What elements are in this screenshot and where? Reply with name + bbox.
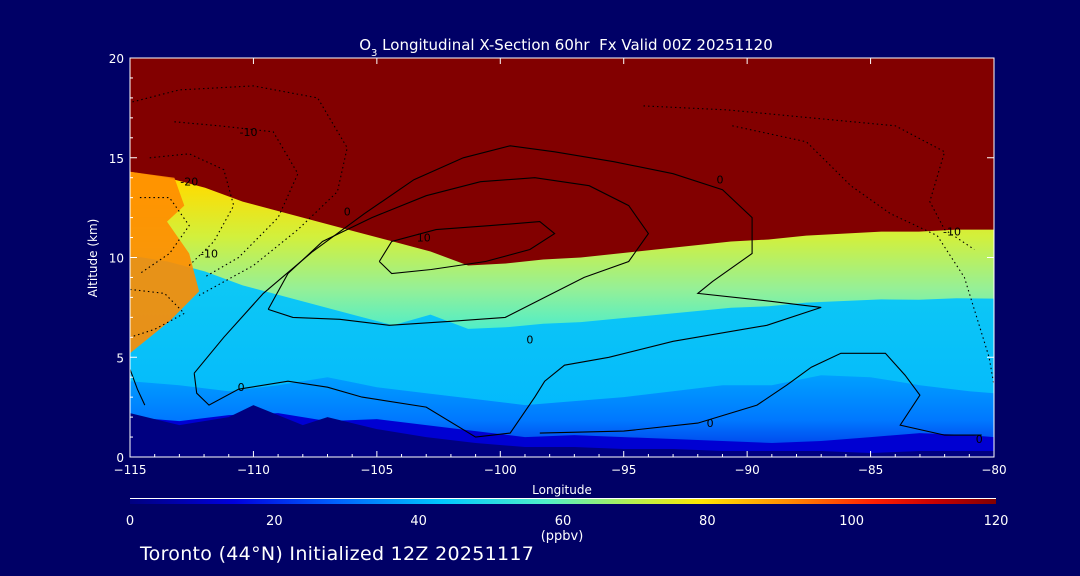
x-tick-label: −95 — [611, 463, 636, 477]
contour-line-negative — [130, 288, 186, 338]
contour-label: 0 — [238, 381, 245, 394]
contour-label: 0 — [344, 206, 351, 219]
colorbar-ticks: 0 20 40 60 80 100 120 — [126, 514, 1009, 529]
contour-label: 0 — [976, 433, 983, 446]
colorbar-tick-label: 60 — [555, 514, 572, 529]
chart-title: O3 Longitudinal X-Section 60hr Fx Valid … — [359, 36, 773, 59]
contour-line-zero — [193, 145, 822, 438]
contour-line-zero — [539, 352, 982, 436]
y-axis-label: Altitude (km) — [86, 219, 100, 298]
x-tick-label: −105 — [360, 463, 393, 477]
y-tick-label: 20 — [109, 52, 124, 66]
contour-line-zero — [267, 177, 650, 326]
colorbar-tick-label: 20 — [266, 514, 283, 529]
contour-label: 0 — [707, 417, 714, 430]
y-axis: 0 5 10 15 20 — [109, 52, 994, 465]
contour-label: 0 — [716, 174, 723, 187]
colorbar-tick-label: 120 — [984, 514, 1009, 529]
x-tick-label: −90 — [734, 463, 759, 477]
footer-caption: Toronto (44°N) Initialized 12Z 20251117 — [140, 543, 535, 565]
plot-area: -10 -20 -10 0 10 0 -10 0 0 0 0 — [130, 58, 994, 457]
contour-label: -20 — [180, 176, 198, 189]
x-tick-label: −80 — [981, 463, 1006, 477]
x-tick-label: −85 — [858, 463, 883, 477]
contour-label: 10 — [417, 232, 431, 245]
contour-line-negative — [174, 121, 299, 278]
contour-label: -10 — [240, 126, 258, 139]
contour-labels: -10 -20 -10 0 10 0 -10 0 0 0 0 — [180, 126, 982, 446]
contour-line-zero — [130, 369, 146, 406]
colorbar-tick-label: 0 — [126, 514, 134, 529]
colorbar-tick-label: 100 — [839, 514, 864, 529]
colorbar-tick-label: 40 — [410, 514, 427, 529]
stratosphere-field — [130, 58, 994, 266]
x-axis-label: Longitude — [532, 483, 592, 497]
intrusion-field — [130, 171, 200, 354]
contour-label: -10 — [200, 248, 218, 261]
y-tick-label: 0 — [116, 451, 124, 465]
y-tick-label: 10 — [109, 252, 124, 266]
x-tick-label: −100 — [484, 463, 517, 477]
contour-line-negative — [132, 85, 348, 296]
contour-label: 0 — [526, 333, 533, 346]
near-surface-field — [130, 405, 994, 457]
x-tick-label: −115 — [114, 463, 147, 477]
colorbar-tick-label: 80 — [699, 514, 716, 529]
contour-line-zero — [378, 221, 556, 275]
x-axis: −115 −110 −105 −100 −95 −90 −85 −80 — [114, 58, 1007, 477]
contour-line-negative — [732, 125, 994, 386]
x-tick-label: −110 — [237, 463, 270, 477]
colorbar — [130, 499, 996, 504]
contour-label: -10 — [943, 226, 961, 239]
contour-line-negative — [139, 197, 190, 274]
y-tick-label: 5 — [116, 351, 124, 365]
y-tick-label: 15 — [109, 152, 124, 166]
colorbar-unit: (ppbv) — [541, 529, 584, 544]
difference-contours — [130, 85, 994, 438]
